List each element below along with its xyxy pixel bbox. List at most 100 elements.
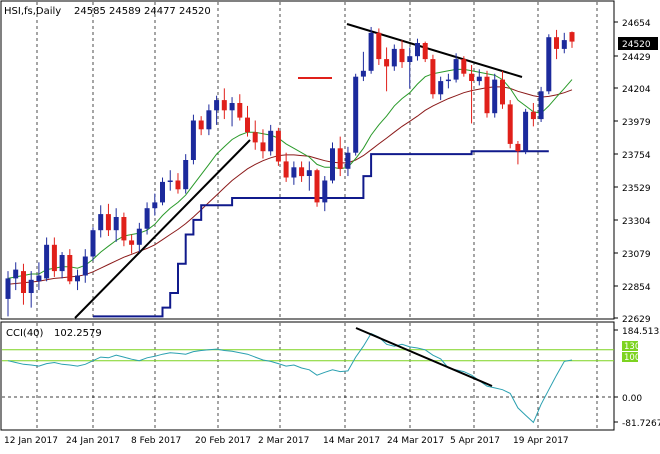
candle-body <box>353 76 359 153</box>
candle-body <box>314 170 320 203</box>
indicator-panel-frame <box>0 321 615 431</box>
candle-body <box>291 167 297 178</box>
price-axis: 24654 24429 24204 23979 23754 23529 2330… <box>614 19 658 325</box>
candle-body <box>167 180 173 182</box>
candle-body <box>105 214 111 231</box>
candle <box>530 102 536 127</box>
candle <box>36 262 42 291</box>
candle-body <box>198 120 204 130</box>
date-label: 14 Mar 2017 <box>323 436 380 446</box>
candle <box>160 177 165 206</box>
candle-body <box>530 111 536 120</box>
vertical-grid <box>36 2 598 430</box>
candle-body <box>523 111 529 152</box>
candle-body <box>214 100 220 111</box>
candle <box>136 222 142 253</box>
candle-body <box>453 59 459 80</box>
candle <box>337 136 343 177</box>
candle <box>415 38 420 61</box>
candle <box>275 127 281 166</box>
candle <box>438 76 444 101</box>
candle-body <box>415 43 420 57</box>
candle-body <box>283 161 289 178</box>
candle <box>368 26 374 74</box>
candle-body <box>345 152 351 169</box>
candle <box>51 237 57 277</box>
candle-body <box>28 279 34 293</box>
candle-body <box>75 275 80 282</box>
candle <box>190 114 196 165</box>
candle <box>469 64 475 124</box>
date-label: 8 Feb 2017 <box>131 436 181 446</box>
candle <box>569 31 575 48</box>
price-tick: 22629 <box>614 315 651 325</box>
candle-body <box>299 167 305 177</box>
candle-body <box>368 32 374 71</box>
candle-body <box>36 275 42 282</box>
candle-body <box>469 73 475 81</box>
candle <box>237 94 243 121</box>
cci-tick: 0.00 <box>614 394 642 404</box>
candle-body <box>515 143 521 152</box>
candle <box>538 86 544 122</box>
candle-body <box>245 117 250 133</box>
date-label: 2 Mar 2017 <box>258 436 309 446</box>
candle-body <box>360 70 366 77</box>
candle <box>98 205 104 238</box>
candle <box>59 252 65 279</box>
candle <box>167 170 173 191</box>
price-tick-label: 23979 <box>622 118 651 128</box>
candle-body <box>206 110 212 130</box>
candle-body <box>492 79 498 114</box>
cci-tick-label: 100 <box>624 353 640 363</box>
date-label: 12 Jan 2017 <box>4 436 58 446</box>
candle <box>407 47 413 89</box>
main-panel-frame <box>0 0 615 320</box>
candle <box>144 202 150 235</box>
candle <box>476 69 482 86</box>
candle-body <box>376 32 382 60</box>
candle <box>245 105 250 137</box>
candle <box>322 176 328 212</box>
date-label: 20 Feb 2017 <box>195 436 251 446</box>
uptrend-line <box>74 139 251 319</box>
candle <box>75 269 80 291</box>
date-label: 24 Mar 2017 <box>387 436 444 446</box>
candle <box>113 208 119 242</box>
date-label: 19 Apr 2017 <box>513 436 569 446</box>
candle <box>129 234 135 254</box>
candle-body <box>430 59 436 95</box>
candle-body <box>484 76 490 114</box>
candle-body <box>221 100 227 111</box>
price-tick: 24204 <box>614 85 651 95</box>
candle-body <box>399 48 405 63</box>
candle-body <box>175 180 181 190</box>
cci-level-100-label: 100 <box>622 352 640 363</box>
price-tick: 23304 <box>614 217 651 227</box>
candle <box>13 262 19 291</box>
candle <box>500 70 505 109</box>
candle-body <box>546 37 552 92</box>
date-axis: 12 Jan 2017 24 Jan 2017 8 Feb 2017 20 Fe… <box>4 436 569 446</box>
price-tick-label: 23079 <box>622 250 651 260</box>
cci-tick-label: 130 <box>624 342 640 352</box>
candle-body <box>160 181 165 203</box>
candle <box>283 152 289 182</box>
candle-body <box>44 244 50 279</box>
date-label: 24 Jan 2017 <box>66 436 120 446</box>
candle-body <box>144 208 150 229</box>
candle-body <box>337 148 343 169</box>
candle <box>229 97 235 127</box>
candles-group <box>5 26 575 317</box>
candle-body <box>391 48 397 67</box>
candle <box>445 73 451 89</box>
price-tick-label: 23529 <box>622 184 651 194</box>
price-tick: 24654 <box>614 19 651 29</box>
price-tick-label: 22629 <box>622 315 651 325</box>
candle <box>523 108 529 155</box>
price-tick: 23529 <box>614 184 651 194</box>
cci-tick-label: -81.7267 <box>622 419 660 429</box>
candle <box>198 116 204 136</box>
symbol-label: HSI,fs,Daily <box>4 6 61 17</box>
